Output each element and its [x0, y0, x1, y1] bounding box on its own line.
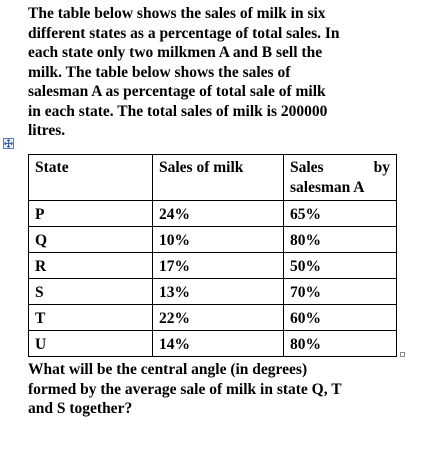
cell-sales: 10% [152, 226, 284, 253]
intro-line: in each state. The total sales of milk i… [28, 102, 328, 120]
question-paragraph: What will be the central angle (in degre… [28, 360, 406, 419]
header-state: State [28, 154, 153, 201]
intro-line: salesman A as percentage of total sale o… [28, 83, 326, 100]
cell-sales: 24% [152, 200, 284, 227]
cell-sales: 13% [152, 278, 284, 305]
header-by-word: by [373, 159, 390, 176]
header-sales-of-milk: Sales of milk [152, 154, 284, 201]
cell-state: P [28, 200, 153, 227]
header-salesman-a: salesman A [290, 179, 365, 196]
header-sales-word: Sales [290, 159, 324, 176]
table-row: P 24% 65% [28, 200, 397, 227]
cell-state: R [28, 252, 153, 279]
table-row: U 14% 80% [28, 330, 397, 357]
cell-state: S [28, 278, 153, 305]
sales-table: State Sales of milk Sales by salesman A … [28, 154, 397, 357]
cell-by-a: 65% [283, 200, 397, 227]
table-move-handle-icon[interactable] [3, 138, 14, 149]
intro-line: different states as a percentage of tota… [28, 24, 340, 42]
intro-line: each state only two milkmen A and B sell… [28, 44, 323, 61]
table-row: Q 10% 80% [28, 226, 397, 253]
intro-paragraph: The table below shows the sales of milk … [28, 4, 406, 141]
cell-sales: 17% [152, 252, 284, 279]
cell-state: Q [28, 226, 153, 253]
question-line: What will be the central angle (in degre… [28, 361, 308, 378]
cell-by-a: 60% [283, 304, 397, 331]
intro-line: The table below shows the sales of milk … [28, 5, 326, 22]
table-resize-handle[interactable] [400, 352, 405, 357]
cell-by-a: 50% [283, 252, 397, 279]
question-line: formed by the average sale of milk in st… [28, 380, 342, 398]
table-row: R 17% 50% [28, 252, 397, 279]
question-line: and S together? [28, 400, 133, 417]
cell-state: U [28, 330, 153, 357]
intro-line: milk. The table below shows the sales of [28, 63, 291, 81]
cell-by-a: 80% [283, 330, 397, 357]
cell-by-a: 70% [283, 278, 397, 305]
cell-state: T [28, 304, 153, 331]
intro-line: litres. [28, 122, 66, 139]
table-row: S 13% 70% [28, 278, 397, 305]
header-sales-by-salesman-a: Sales by salesman A [283, 154, 397, 201]
table-row: T 22% 60% [28, 304, 397, 331]
cell-sales: 22% [152, 304, 284, 331]
cell-sales: 14% [152, 330, 284, 357]
table-header-row: State Sales of milk Sales by salesman A [28, 154, 397, 201]
cell-by-a: 80% [283, 226, 397, 253]
